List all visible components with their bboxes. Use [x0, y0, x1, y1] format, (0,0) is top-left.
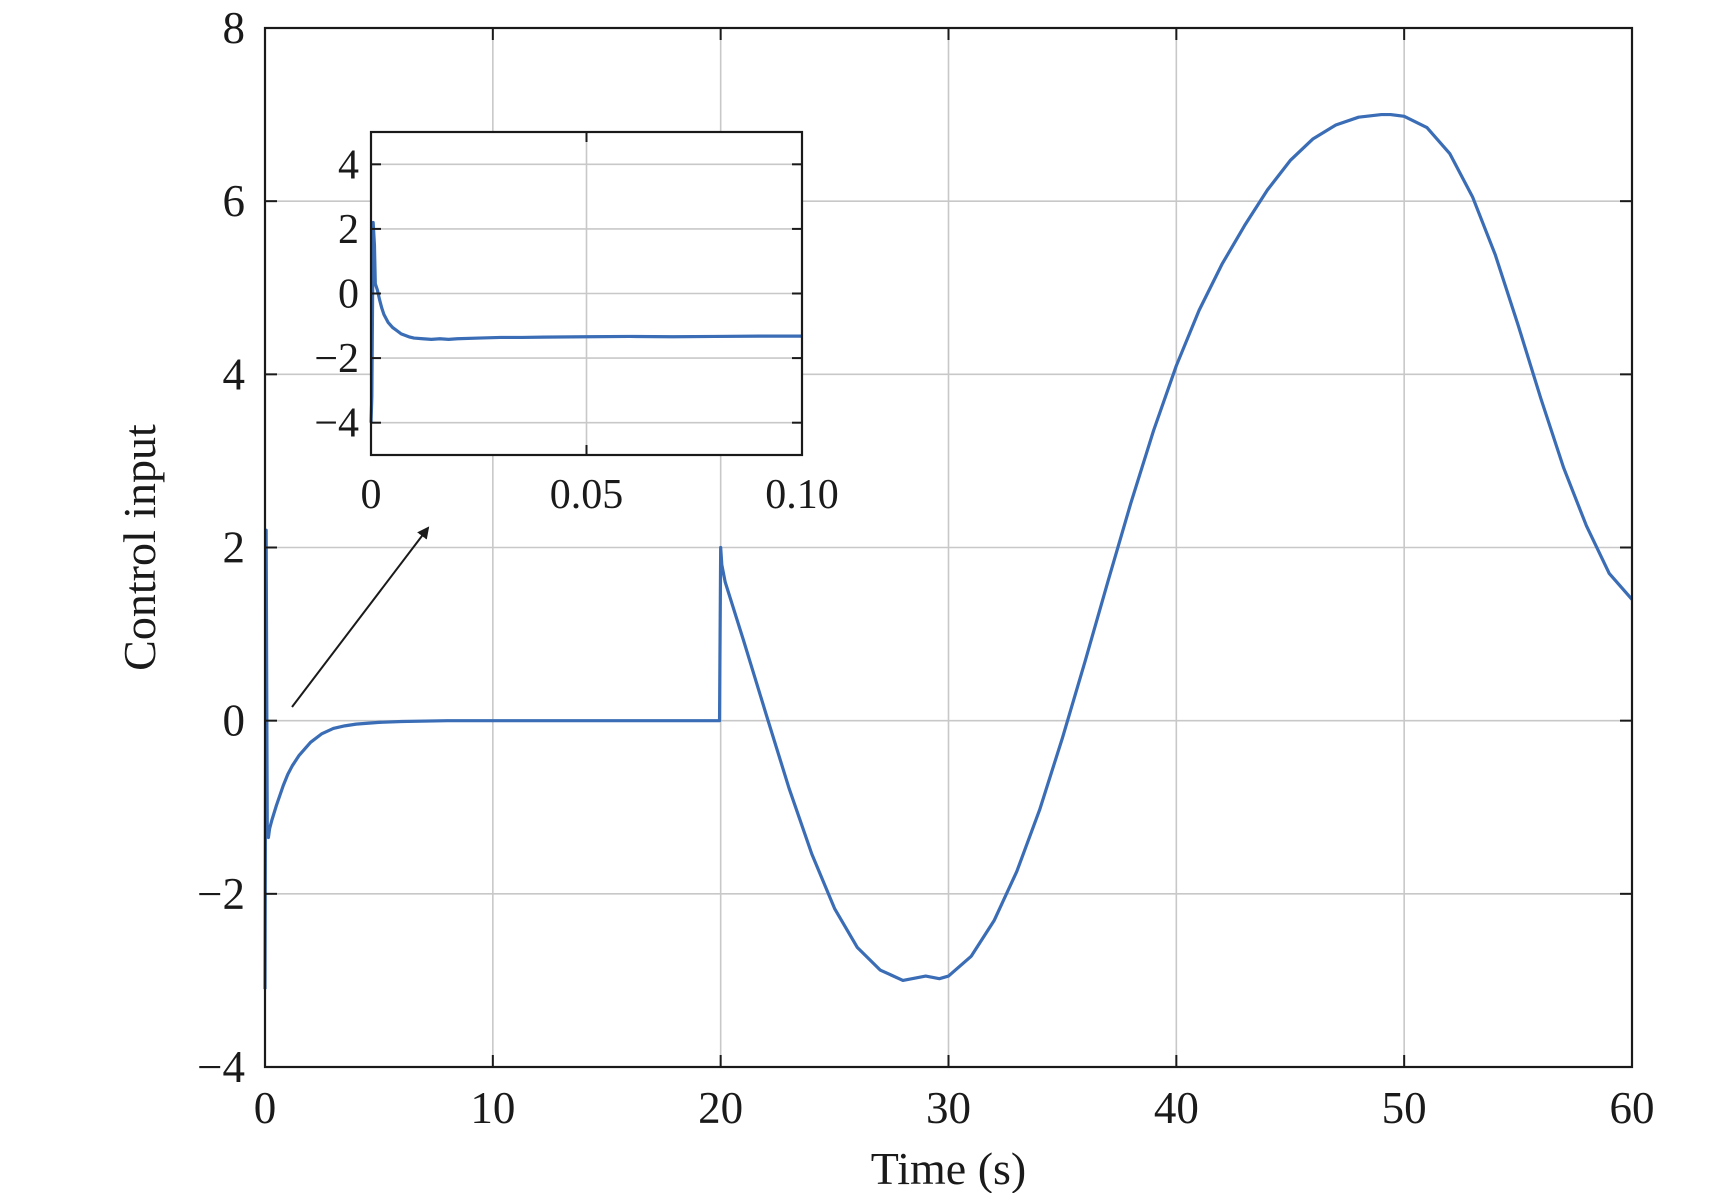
- zoom-arrow: [291, 526, 430, 708]
- series-line: [263, 112, 1634, 990]
- inset-y-tick-label: 2: [338, 207, 359, 253]
- y-tick-label: 8: [223, 3, 246, 53]
- x-tick-label: 0: [254, 1083, 277, 1133]
- inset-y-tick-label: 0: [338, 272, 359, 318]
- zoom-arrow-line: [291, 526, 430, 708]
- inset-x-tick-label: 0: [361, 472, 382, 518]
- y-tick-label: −4: [197, 1042, 245, 1092]
- y-axis-label: Control input: [114, 424, 165, 671]
- x-tick-label: 10: [470, 1083, 515, 1133]
- x-tick-label: 30: [926, 1083, 971, 1133]
- y-tick-label: 6: [223, 176, 246, 226]
- x-tick-label: 20: [698, 1083, 743, 1133]
- y-tick-label: 4: [223, 349, 246, 399]
- inset-y-tick-label: −4: [314, 401, 359, 447]
- y-tick-label: 2: [223, 523, 246, 573]
- x-tick-label: 40: [1154, 1083, 1199, 1133]
- x-tick-label: 50: [1382, 1083, 1427, 1133]
- x-tick-label: 60: [1610, 1083, 1655, 1133]
- inset-y-tick-label: 4: [338, 142, 359, 188]
- y-tick-label: −2: [197, 869, 245, 919]
- x-axis-label: Time (s): [871, 1143, 1027, 1193]
- inset-x-tick-label: 0.10: [765, 472, 839, 518]
- inset-plot: 0 0.05 0.10 −4 −2 0 2 4: [314, 130, 839, 518]
- inset-x-tick-label: 0.05: [550, 472, 624, 518]
- inset-series-line: [369, 220, 802, 423]
- inset-y-tick-label: −2: [314, 336, 359, 382]
- y-tick-label: 0: [223, 696, 246, 746]
